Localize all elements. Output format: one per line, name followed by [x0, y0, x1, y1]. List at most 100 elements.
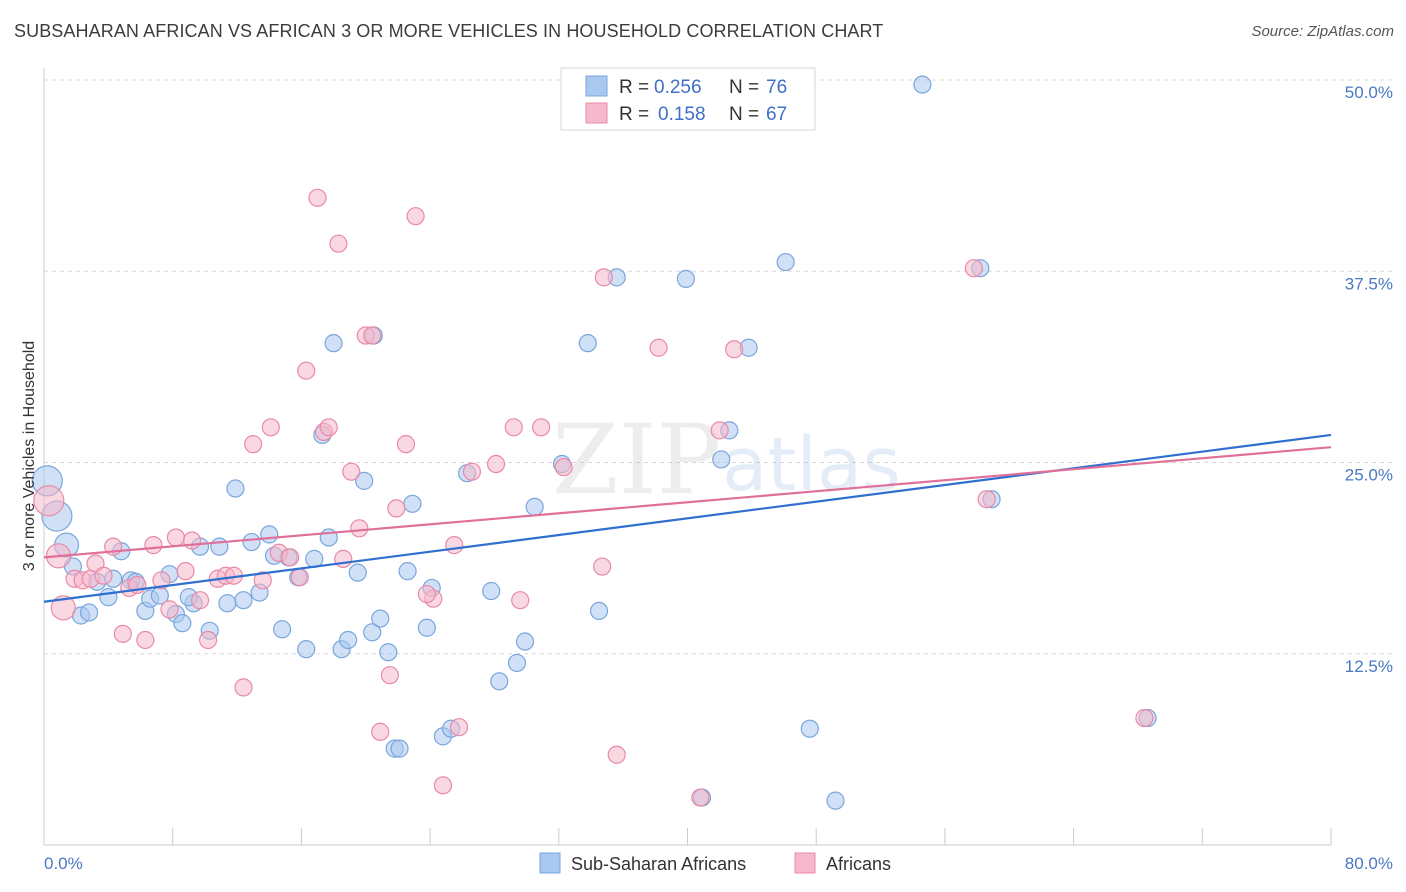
sub-saharan-point [589, 601, 609, 621]
africans-point [445, 536, 464, 555]
correlation-legend: R = 0.256 N = 76 R = 0.158 N = 67 [560, 67, 816, 131]
africans-point [319, 418, 338, 437]
africans-point [649, 338, 668, 357]
africans-point [387, 499, 406, 518]
sub-saharan-point [234, 591, 253, 610]
africans-point [396, 435, 416, 454]
sub-saharan-point [776, 252, 795, 272]
africans-point [290, 568, 309, 587]
bottom-legend-swatch-blue [539, 852, 561, 874]
africans-point [462, 462, 482, 481]
africans-point [977, 490, 996, 509]
legend-n-value-1: 76 [766, 77, 787, 98]
legend-n-label-1: N = [729, 77, 759, 98]
africans-point [691, 788, 710, 807]
sub-saharan-point [173, 614, 192, 633]
africans-point [152, 571, 171, 590]
sub-saharan-point [507, 653, 527, 673]
legend-r-label-1: R = [619, 77, 649, 98]
bottom-legend-label-africans: Africans [826, 854, 891, 874]
africans-point [50, 595, 76, 621]
africans-point [504, 418, 523, 437]
x-tick-label-min: 0.0% [44, 854, 83, 873]
africans-point [380, 666, 399, 685]
africans-point [1135, 708, 1154, 728]
legend-r-value-2: 0.158 [658, 104, 706, 125]
africans-point [94, 566, 113, 585]
sub-saharan-point [417, 618, 436, 637]
sub-saharan-point [297, 640, 316, 659]
africans-point [190, 591, 210, 610]
y-tick-label: 12.5% [1345, 657, 1393, 676]
africans-point [253, 571, 272, 590]
sub-saharan-point [324, 334, 343, 353]
africans-point [113, 624, 132, 643]
africans-point [160, 600, 179, 619]
trend-line-africans [43, 446, 1332, 559]
africans-point [486, 454, 506, 474]
sub-saharan-point [218, 594, 237, 613]
sub-saharan-point [403, 494, 422, 513]
africans-point [297, 361, 316, 380]
africans-point [363, 326, 382, 345]
series-legend: Sub-Saharan Africans Africans [539, 852, 891, 874]
africans-point [593, 557, 612, 576]
africans-point [433, 776, 453, 795]
sub-saharan-point [210, 537, 229, 556]
x-axis-ticks [43, 828, 1332, 845]
sub-saharan-point [712, 450, 731, 469]
watermark: ZIP atlas [552, 404, 901, 516]
trend-line-sub-saharan [43, 433, 1332, 603]
africans-point [449, 718, 469, 737]
sub-saharan-point [79, 603, 99, 622]
sub-saharan-point [490, 672, 509, 691]
africans-point [725, 340, 744, 359]
sub-saharan-point [800, 719, 819, 738]
africans-point [417, 584, 436, 604]
sub-saharan-point [826, 791, 845, 810]
africans-point [281, 548, 300, 567]
africans-point [511, 591, 530, 610]
sub-saharan-point [226, 479, 245, 498]
sub-saharan-point [99, 588, 118, 607]
chart-title: SUBSAHARAN AFRICAN VS AFRICAN 3 OR MORE … [14, 21, 884, 41]
africans-point [350, 519, 369, 538]
africans-point [607, 745, 626, 764]
africans-point [329, 234, 348, 253]
sub-saharan-point [348, 563, 367, 582]
sub-saharan-point [525, 497, 544, 516]
sub-saharan-point [482, 581, 501, 601]
sub-saharan-point [390, 739, 409, 758]
sub-saharan-point [371, 609, 390, 628]
bottom-legend-swatch-pink [794, 852, 816, 874]
sub-saharan-point [515, 632, 535, 651]
sub-saharan-point [242, 532, 261, 552]
sub-saharan-point [676, 269, 695, 288]
africans-point [166, 528, 186, 547]
y-tick-label: 37.5% [1345, 274, 1393, 293]
africans-point [710, 421, 729, 440]
africans-point [234, 678, 253, 697]
sub-saharan-point [379, 643, 398, 662]
legend-swatch-pink [585, 102, 608, 124]
africans-point [594, 268, 613, 287]
africans-point [182, 531, 202, 550]
sub-saharan-point [272, 620, 292, 639]
africans-point [261, 418, 280, 437]
y-tick-label: 50.0% [1345, 83, 1393, 102]
africans-point [371, 722, 390, 741]
sub-saharan-point [338, 630, 358, 650]
africans-point [136, 630, 155, 650]
africans-point [308, 188, 327, 207]
africans-point [176, 562, 195, 581]
africans-point [198, 630, 218, 650]
africans-point [33, 485, 65, 517]
africans-point [144, 536, 163, 555]
africans-point [964, 259, 983, 278]
legend-r-value-1: 0.256 [654, 77, 702, 98]
africans-point [554, 457, 573, 477]
bottom-legend-label-sub-saharan: Sub-Saharan Africans [571, 854, 746, 874]
y-tick-label: 25.0% [1345, 466, 1393, 485]
legend-r-label-2: R = [619, 104, 649, 125]
